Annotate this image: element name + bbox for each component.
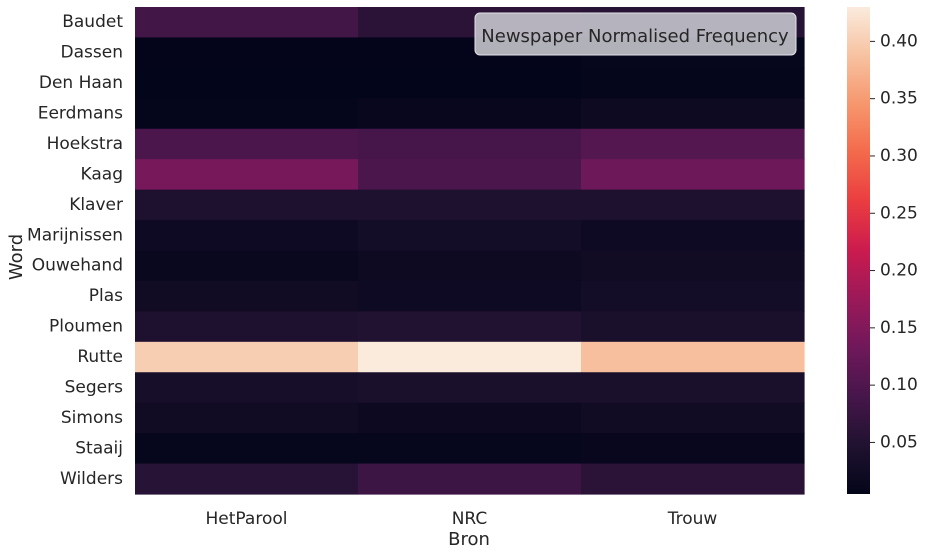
colorbar-tick-label: 0.25 (880, 203, 918, 223)
colorbar-tick-label: 0.15 (880, 318, 918, 338)
heatmap-cell-marijnissen-trouw (581, 220, 805, 252)
heatmap-cell-rutte-hetparool (135, 341, 359, 373)
heatmap-cell-den-haan-nrc (358, 67, 582, 99)
y-axis-label: Word (6, 234, 27, 280)
heatmap-cell-eerdmans-hetparool (135, 98, 359, 130)
heatmap-cell-dassen-hetparool (135, 37, 359, 69)
y-tick-label: Kaag (81, 164, 123, 184)
heatmap-cell-simons-hetparool (135, 402, 359, 434)
y-tick-label: Rutte (77, 347, 123, 367)
heatmap-cell-kaag-trouw (581, 159, 805, 191)
chart-title: Newspaper Normalised Frequency (481, 26, 789, 47)
heatmap-cell-hoekstra-trouw (581, 128, 805, 160)
heatmap-cell-klaver-hetparool (135, 189, 359, 221)
colorbar-tick-label: 0.10 (880, 375, 918, 395)
colorbar-tick-label: 0.20 (880, 261, 918, 281)
heatmap-cell-ploumen-trouw (581, 311, 805, 343)
heatmap-cell-den-haan-trouw (581, 67, 805, 99)
colorbar-ticks: 0.05 0.10 0.15 0.20 0.25 0.30 0.35 0.40 (870, 31, 918, 452)
heatmap-cells (135, 7, 805, 495)
heatmap-cell-den-haan-hetparool (135, 67, 359, 99)
x-axis-label: Bron (448, 529, 490, 550)
x-tick-label: NRC (452, 509, 488, 529)
y-tick-label: Baudet (62, 12, 123, 32)
heatmap-cell-rutte-trouw (581, 341, 805, 373)
heatmap-cell-simons-nrc (358, 402, 582, 434)
heatmap-cell-simons-trouw (581, 402, 805, 434)
colorbar-tick-label: 0.35 (880, 89, 918, 109)
heatmap-cell-plas-hetparool (135, 280, 359, 312)
heatmap-cell-marijnissen-nrc (358, 220, 582, 252)
y-tick-label: Marijnissen (27, 225, 123, 245)
heatmap-cell-ouwehand-hetparool (135, 250, 359, 282)
heatmap-cell-klaver-trouw (581, 189, 805, 221)
y-tick-label: Den Haan (39, 73, 123, 93)
colorbar-tick-label: 0.05 (880, 432, 918, 452)
heatmap-cell-ouwehand-trouw (581, 250, 805, 282)
y-tick-label: Eerdmans (38, 104, 123, 124)
heatmap-cell-ploumen-nrc (358, 311, 582, 343)
colorbar-tick-label: 0.30 (880, 146, 918, 166)
heatmap-cell-klaver-nrc (358, 189, 582, 221)
heatmap-cell-ploumen-hetparool (135, 311, 359, 343)
heatmap-cell-kaag-hetparool (135, 159, 359, 191)
heatmap-cell-marijnissen-hetparool (135, 220, 359, 252)
y-tick-label: Wilders (60, 469, 123, 489)
heatmap-cell-staaij-nrc (358, 433, 582, 465)
heatmap-cell-hoekstra-nrc (358, 128, 582, 160)
y-tick-label: Hoekstra (47, 134, 123, 154)
heatmap-cell-segers-hetparool (135, 372, 359, 404)
heatmap-cell-segers-trouw (581, 372, 805, 404)
y-tick-label: Ploumen (49, 317, 123, 337)
y-tick-label: Ouwehand (32, 256, 123, 276)
heatmap-cell-baudet-hetparool (135, 7, 359, 39)
heatmap-cell-staaij-trouw (581, 433, 805, 465)
heatmap-cell-wilders-trouw (581, 463, 805, 495)
heatmap-cell-wilders-nrc (358, 463, 582, 495)
x-tick-labels: HetParool NRC Trouw (206, 509, 718, 529)
heatmap-cell-eerdmans-nrc (358, 98, 582, 130)
colorbar-gradient (847, 7, 870, 494)
y-tick-label: Klaver (69, 195, 123, 215)
title-legend-box: Newspaper Normalised Frequency (474, 12, 797, 56)
y-tick-label: Plas (89, 286, 123, 306)
heatmap-cell-plas-nrc (358, 280, 582, 312)
y-tick-label: Simons (61, 408, 123, 428)
heatmap-cell-eerdmans-trouw (581, 98, 805, 130)
colorbar: 0.05 0.10 0.15 0.20 0.25 0.30 0.35 0.40 (847, 7, 918, 494)
heatmap-cell-wilders-hetparool (135, 463, 359, 495)
heatmap-cell-rutte-nrc (358, 341, 582, 373)
colorbar-tick-label: 0.40 (880, 31, 918, 51)
heatmap-cell-staaij-hetparool (135, 433, 359, 465)
heatmap-cell-segers-nrc (358, 372, 582, 404)
heatmap-cell-ouwehand-nrc (358, 250, 582, 282)
y-tick-label: Dassen (61, 43, 123, 63)
heatmap-cell-kaag-nrc (358, 159, 582, 191)
heatmap-cell-plas-trouw (581, 280, 805, 312)
y-tick-label: Staaij (75, 438, 123, 458)
y-tick-labels: Baudet Dassen Den Haan Eerdmans Hoekstra Kaag… (27, 12, 123, 489)
x-tick-label: HetParool (206, 509, 288, 529)
legend-background (474, 12, 797, 56)
y-tick-label: Segers (65, 377, 123, 397)
heatmap-cell-hoekstra-hetparool (135, 128, 359, 160)
x-tick-label: Trouw (667, 509, 718, 529)
